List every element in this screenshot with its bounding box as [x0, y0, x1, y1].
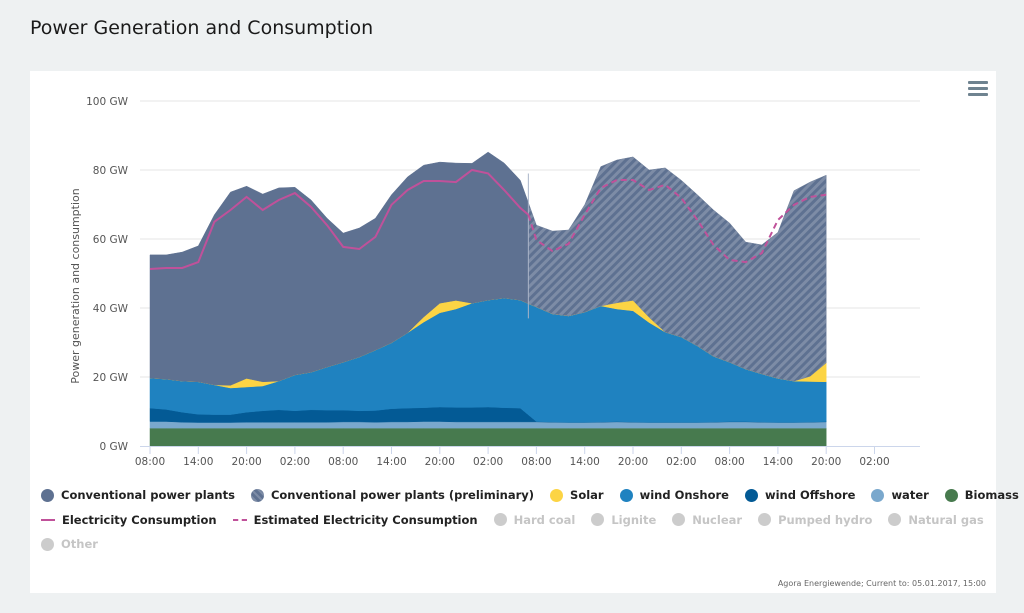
x-tick-label: 02:00: [473, 456, 503, 468]
legend-label: Biomass: [964, 488, 1019, 503]
line-consumption: [149, 168, 530, 270]
x-tick-label: 14:00: [376, 456, 406, 468]
legend-label: Solar: [570, 488, 604, 503]
legend-label: water: [891, 488, 929, 503]
legend-item-solar[interactable]: Solar: [550, 488, 604, 502]
line-series: [149, 168, 827, 270]
legend: Conventional power plants Conventional po…: [41, 483, 1019, 557]
credit-text: Agora Energiewende; Current to: 05.01.20…: [777, 579, 986, 588]
x-tick-label: 08:00: [521, 456, 551, 468]
legend-item-estimated-electricity-consumption[interactable]: Estimated Electricity Consumption: [232, 512, 478, 527]
legend-item-pumped-hydro[interactable]: Pumped hydro: [758, 513, 872, 527]
x-tick-label: 02:00: [280, 456, 310, 468]
area-series: [149, 151, 827, 447]
dot-icon: [758, 513, 772, 527]
legend-item-wind-onshore[interactable]: wind Onshore: [619, 488, 729, 503]
x-tick-label: 20:00: [425, 456, 455, 468]
x-tick-label: 08:00: [328, 456, 358, 468]
legend-label: Natural gas: [908, 512, 984, 527]
area-water: [149, 421, 827, 429]
legend-label: Conventional power plants: [61, 488, 235, 503]
legend-item-electricity-consumption[interactable]: Electricity Consumption: [41, 513, 217, 527]
x-tick-label: 20:00: [618, 456, 648, 468]
dot-icon: [944, 488, 958, 502]
legend-item-other[interactable]: Other: [41, 537, 98, 551]
legend-label: Hard coal: [513, 512, 576, 527]
dot-icon: [672, 513, 686, 527]
legend-item-hard-coal[interactable]: Hard coal: [493, 512, 576, 527]
legend-item-biomass[interactable]: Biomass: [944, 488, 1019, 503]
page-title: Power Generation and Consumption: [30, 17, 374, 39]
dot-icon: [41, 488, 54, 502]
chart-svg: 0 GW 20 GW 40 GW 60 GW 80 GW 100 GW 08:00 14:00…: [69, 96, 920, 468]
dot-icon: [888, 513, 902, 527]
dot-icon: [493, 513, 507, 527]
legend-item-nuclear[interactable]: Nuclear: [672, 513, 742, 527]
y-tick-label: 20 GW: [93, 372, 129, 384]
legend-label: wind Onshore: [639, 488, 729, 503]
x-tick-label: 14:00: [570, 456, 600, 468]
x-tick-label: 20:00: [231, 456, 261, 468]
x-tick-label: 02:00: [666, 456, 696, 468]
dot-icon: [744, 488, 758, 502]
legend-label: Electricity Consumption: [62, 512, 217, 527]
legend-label: Lignite: [611, 512, 657, 527]
line-estimated-consumption: [527, 179, 827, 264]
legend-label: Nuclear: [692, 512, 743, 527]
axes: 0 GW 20 GW 40 GW 60 GW 80 GW 100 GW 08:00 14:00…: [86, 96, 920, 468]
legend-item-water[interactable]: water: [871, 488, 929, 503]
legend-item-natural-gas[interactable]: Natural gas: [888, 512, 984, 527]
y-tick-label: 80 GW: [93, 165, 129, 177]
hamburger-menu-icon[interactable]: [968, 81, 988, 97]
dot-icon: [619, 488, 633, 502]
hatched-dot-icon: [250, 488, 264, 502]
legend-label: Estimated Electricity Consumption: [253, 512, 478, 527]
dot-icon: [591, 513, 605, 527]
y-tick-label: 40 GW: [93, 303, 129, 315]
dot-icon: [41, 537, 54, 551]
y-tick-label: 0 GW: [99, 441, 128, 453]
legend-label: Pumped hydro: [778, 512, 873, 527]
legend-row: Conventional power plants Conventional po…: [41, 483, 1019, 508]
legend-row: Other: [41, 532, 981, 557]
y-tick-label: 100 GW: [86, 96, 129, 108]
legend-item-conventional-power-plants[interactable]: Conventional power plants: [41, 488, 235, 502]
line-symbol-icon: [41, 518, 55, 521]
x-tick-label: 08:00: [714, 456, 744, 468]
legend-item-wind-offshore[interactable]: wind Offshore: [744, 488, 856, 503]
chart-card: 0 GW 20 GW 40 GW 60 GW 80 GW 100 GW 08:00 14:00…: [30, 71, 1019, 593]
x-tick-label: 14:00: [763, 456, 793, 468]
x-tick-label: 14:00: [183, 456, 213, 468]
x-tick-label: 20:00: [811, 456, 841, 468]
area-conventional-power-plants-preliminary: [528, 156, 827, 382]
area-biomass: [149, 427, 827, 447]
y-tick-label: 60 GW: [93, 234, 129, 246]
x-tick-label: 02:00: [859, 456, 889, 468]
legend-label: Conventional power plants (preliminary): [270, 488, 535, 503]
y-axis-label: Power generation and consumption: [69, 188, 82, 384]
legend-row: Electricity Consumption Estimated Electri…: [41, 508, 984, 533]
legend-label: wind Offshore: [764, 488, 856, 503]
dot-icon: [550, 488, 564, 502]
legend-item-conventional-power-plants-preliminary[interactable]: Conventional power plants (preliminary): [250, 488, 535, 503]
dashed-line-symbol-icon: [232, 518, 247, 521]
dot-icon: [871, 488, 885, 502]
x-tick-label: 08:00: [135, 456, 165, 468]
legend-item-lignite[interactable]: Lignite: [591, 513, 656, 527]
legend-label: Other: [61, 537, 98, 552]
